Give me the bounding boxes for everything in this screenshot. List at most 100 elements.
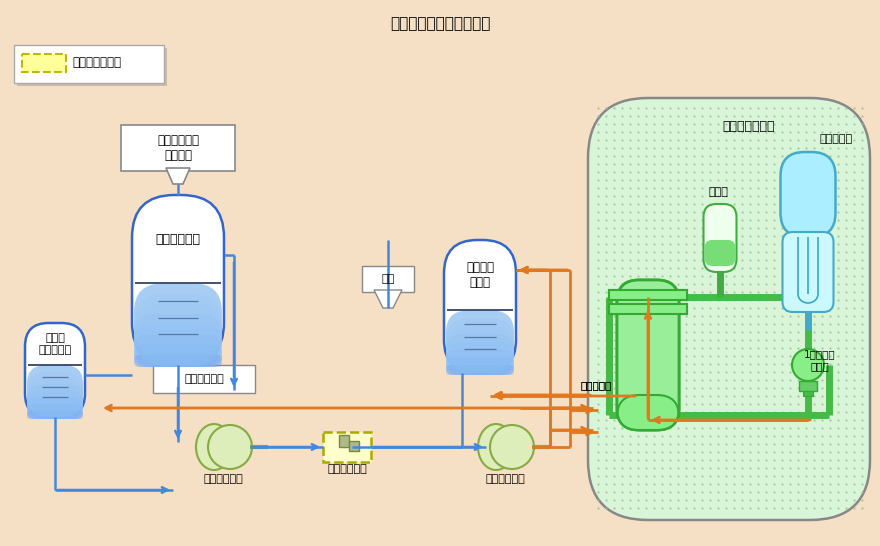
- Point: [631, 304, 645, 312]
- Point: [759, 159, 773, 168]
- Point: [615, 104, 629, 112]
- Point: [783, 384, 797, 393]
- Point: [647, 256, 661, 264]
- Point: [655, 200, 669, 209]
- Point: [687, 384, 701, 393]
- Point: [591, 464, 605, 472]
- Point: [855, 104, 869, 112]
- Point: [815, 503, 829, 512]
- Point: [815, 448, 829, 456]
- Point: [671, 432, 685, 441]
- Point: [623, 216, 637, 224]
- Point: [767, 384, 781, 393]
- Point: [695, 503, 709, 512]
- Point: [743, 304, 757, 312]
- Point: [775, 280, 789, 288]
- Point: [615, 240, 629, 248]
- FancyBboxPatch shape: [27, 378, 83, 419]
- Point: [599, 104, 613, 112]
- Point: [695, 232, 709, 240]
- Point: [703, 384, 717, 393]
- Point: [855, 183, 869, 192]
- Point: [719, 336, 733, 345]
- Point: [807, 111, 821, 120]
- Point: [711, 464, 725, 472]
- Point: [815, 424, 829, 432]
- Point: [591, 240, 605, 248]
- Point: [703, 464, 717, 472]
- Point: [799, 104, 813, 112]
- Point: [855, 248, 869, 257]
- Point: [631, 280, 645, 288]
- Point: [735, 503, 749, 512]
- Point: [591, 336, 605, 345]
- Point: [783, 312, 797, 321]
- Point: [655, 424, 669, 432]
- Point: [799, 224, 813, 233]
- Point: [591, 432, 605, 441]
- Point: [687, 152, 701, 161]
- Point: [639, 176, 653, 185]
- Point: [631, 152, 645, 161]
- Point: [647, 432, 661, 441]
- Point: [855, 232, 869, 240]
- Point: [711, 479, 725, 488]
- Point: [855, 288, 869, 296]
- Point: [671, 503, 685, 512]
- Point: [735, 448, 749, 456]
- Point: [663, 424, 677, 432]
- Text: 純水: 純水: [381, 274, 394, 284]
- Point: [847, 376, 861, 384]
- Point: [743, 280, 757, 288]
- Point: [799, 455, 813, 464]
- Point: [759, 376, 773, 384]
- Point: [607, 416, 621, 424]
- Point: [823, 288, 837, 296]
- Point: [671, 295, 685, 304]
- Point: [839, 336, 853, 345]
- Point: [751, 207, 765, 216]
- Point: [719, 120, 733, 128]
- Point: [615, 271, 629, 280]
- Point: [743, 343, 757, 352]
- Point: [767, 352, 781, 360]
- Point: [663, 328, 677, 336]
- Point: [807, 240, 821, 248]
- Point: [831, 200, 845, 209]
- Point: [639, 216, 653, 224]
- Point: [791, 360, 805, 369]
- Point: [663, 207, 677, 216]
- Point: [823, 336, 837, 345]
- Point: [615, 216, 629, 224]
- Point: [663, 488, 677, 496]
- Point: [671, 104, 685, 112]
- Point: [791, 176, 805, 185]
- Point: [615, 111, 629, 120]
- Point: [743, 352, 757, 360]
- Point: [735, 328, 749, 336]
- Point: [711, 367, 725, 376]
- Point: [791, 488, 805, 496]
- Point: [607, 295, 621, 304]
- Point: [799, 384, 813, 393]
- Point: [615, 312, 629, 321]
- Point: [847, 248, 861, 257]
- Point: [599, 128, 613, 136]
- Point: [727, 248, 741, 257]
- Point: [839, 479, 853, 488]
- Point: [751, 120, 765, 128]
- Point: [663, 159, 677, 168]
- Point: [839, 312, 853, 321]
- Point: [599, 192, 613, 200]
- Point: [751, 295, 765, 304]
- Point: [695, 207, 709, 216]
- Point: [727, 135, 741, 144]
- Point: [615, 352, 629, 360]
- Point: [743, 455, 757, 464]
- Point: [855, 440, 869, 448]
- Point: [599, 232, 613, 240]
- Point: [735, 232, 749, 240]
- Point: [775, 488, 789, 496]
- Point: [743, 288, 757, 296]
- Point: [735, 496, 749, 505]
